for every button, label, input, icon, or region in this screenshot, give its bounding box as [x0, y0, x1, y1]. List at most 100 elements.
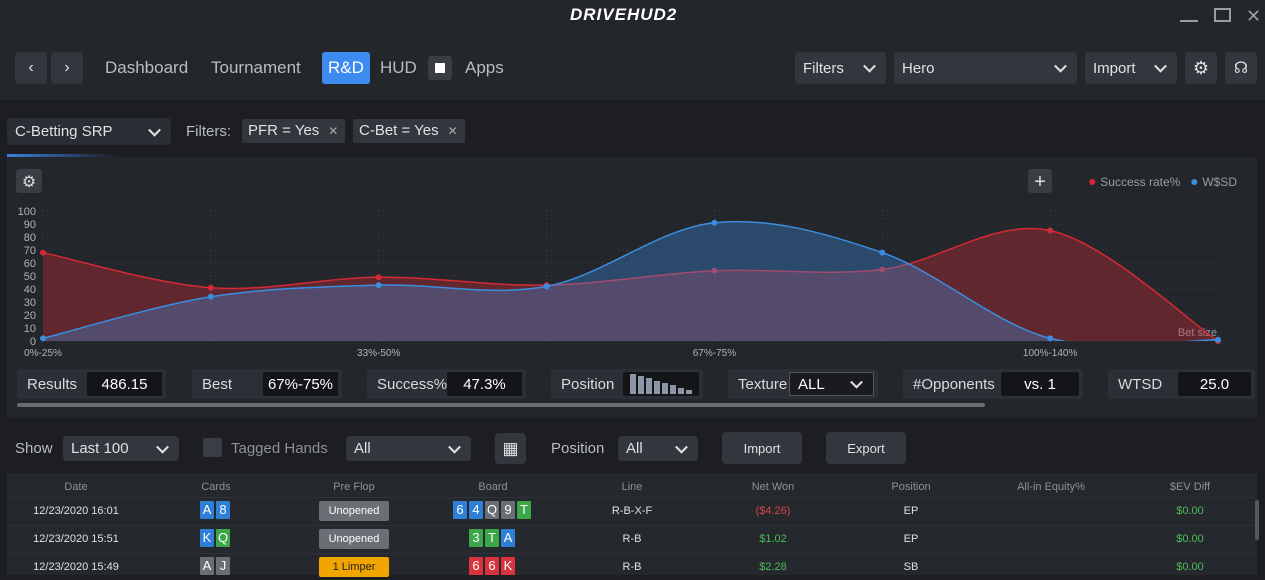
- stat-value: 486.15: [87, 372, 162, 396]
- calculator-button[interactable]: ▦: [495, 433, 526, 464]
- y-tick-label: 100: [18, 206, 36, 218]
- y-tick-label: 80: [24, 232, 36, 244]
- card: 8: [216, 501, 230, 519]
- card: A: [200, 557, 214, 575]
- x-tick-label: 67%-75%: [693, 348, 736, 359]
- filter-remove[interactable]: ✕: [328, 124, 339, 138]
- legend-label: Success rate%: [1100, 175, 1180, 189]
- y-tick-label: 90: [24, 219, 36, 231]
- column-header: Net Won: [751, 481, 795, 493]
- line: R-B: [622, 561, 642, 573]
- nav-item-active[interactable]: R&D: [322, 52, 370, 84]
- date: 12/23/2020 15:51: [33, 533, 119, 545]
- forward-button[interactable]: ›: [51, 52, 83, 84]
- column-header: Line: [621, 481, 643, 493]
- stat-value[interactable]: ALL: [789, 372, 874, 396]
- preflop-cell: Unopened: [319, 529, 389, 549]
- row[interactable]: [7, 525, 1257, 552]
- net-won-cell: $2.28: [759, 557, 787, 577]
- point: [879, 266, 886, 273]
- filter-chip[interactable]: C-Bet = Yes ✕: [353, 119, 465, 143]
- column-header: Pre Flop: [333, 481, 375, 493]
- back-button[interactable]: ‹: [15, 52, 47, 84]
- nav-item[interactable]: Tournament: [211, 58, 301, 77]
- filter-chip-text: C-Bet = Yes: [359, 122, 439, 139]
- position-bar: [678, 388, 684, 394]
- nav-item[interactable]: Apps: [465, 58, 504, 77]
- point: [711, 219, 718, 226]
- x-tick-label: 33%-50%: [357, 348, 400, 359]
- card: Q: [216, 529, 230, 547]
- show-label: Show: [15, 440, 53, 457]
- ev-diff: $0.00: [1176, 505, 1204, 517]
- tagged-checkbox[interactable]: [203, 438, 222, 457]
- ev-diff-cell: $0.00: [1176, 557, 1204, 577]
- row[interactable]: [7, 553, 1257, 580]
- nav-item[interactable]: HUD: [380, 58, 417, 77]
- maximize[interactable]: [1214, 8, 1231, 22]
- filters-label: Filters:: [186, 123, 231, 140]
- ev-diff-cell: $0.00: [1176, 501, 1204, 521]
- net-won: ($4.26): [755, 505, 791, 517]
- x-tick-label: 100%-140%: [1023, 348, 1078, 359]
- position-cell: SB: [904, 557, 919, 577]
- card: 6: [485, 557, 499, 575]
- table-scrollbar[interactable]: [1255, 500, 1259, 540]
- position: EP: [903, 505, 919, 517]
- y-tick-label: 40: [24, 284, 36, 296]
- line: [43, 227, 1219, 341]
- date: 12/23/2020 16:01: [33, 505, 119, 517]
- card: 6: [469, 557, 483, 575]
- position-dropdown[interactable]: All: [618, 436, 698, 461]
- report-dropdown[interactable]: C-Betting SRP: [7, 118, 171, 145]
- stat-value: vs. 1: [1001, 372, 1079, 396]
- column-header: Board: [478, 481, 508, 493]
- hud-toggle[interactable]: [428, 56, 452, 80]
- filters-dropdown[interactable]: Filters: [795, 52, 886, 84]
- import-button[interactable]: Import: [722, 432, 802, 464]
- row[interactable]: [7, 497, 1257, 524]
- filter-chip[interactable]: PFR = Yes ✕: [242, 119, 346, 143]
- logo: DRIVEHUD2: [570, 5, 678, 24]
- card: Q: [485, 501, 499, 519]
- date-cell: 12/23/2020 15:51: [33, 529, 119, 549]
- series: [43, 227, 1219, 341]
- column-header: Cards: [201, 481, 231, 493]
- ev-diff: $0.00: [1176, 561, 1204, 573]
- filter-remove[interactable]: ✕: [447, 124, 458, 138]
- stat-label: Results: [27, 375, 78, 393]
- add-button[interactable]: [1028, 169, 1052, 193]
- net-won: $1.02: [759, 533, 787, 545]
- date-cell: 12/23/2020 16:01: [33, 501, 119, 521]
- nav-item[interactable]: Dashboard: [105, 58, 189, 77]
- player-dropdown[interactable]: Hero: [894, 52, 1077, 84]
- net-won: $2.28: [759, 561, 787, 573]
- import-dropdown[interactable]: Import: [1085, 52, 1177, 84]
- support-button[interactable]: ☊: [1225, 52, 1257, 84]
- stat-box: WTSD 25.0: [1108, 369, 1255, 399]
- show-dropdown[interactable]: Last 100: [63, 436, 179, 461]
- card: 6: [453, 501, 467, 519]
- minimize[interactable]: [1180, 20, 1198, 22]
- net-won-cell: ($4.26): [756, 501, 791, 521]
- card: 4: [469, 501, 483, 519]
- tagged-label: Tagged Hands: [231, 440, 328, 457]
- point: [1047, 227, 1054, 234]
- export-button[interactable]: Export: [826, 432, 906, 464]
- point: [1047, 335, 1054, 342]
- close[interactable]: ✕: [1246, 6, 1262, 26]
- net-won-cell: $1.02: [759, 529, 787, 549]
- x-axis-label: Bet size: [1178, 327, 1217, 339]
- tagged-dropdown[interactable]: All: [346, 436, 471, 461]
- preflop-chip: 1 Limper: [319, 557, 389, 577]
- card: 3: [469, 529, 483, 547]
- position-bar: [630, 374, 636, 394]
- settings-button[interactable]: [16, 169, 42, 193]
- column-header: Date: [64, 481, 88, 493]
- y-tick-label: 20: [24, 310, 36, 322]
- scrollbar[interactable]: [17, 403, 985, 407]
- stat-label: Best: [202, 375, 233, 393]
- column-header: $EV Diff: [1169, 481, 1211, 493]
- settings-button[interactable]: ⚙: [1185, 52, 1217, 84]
